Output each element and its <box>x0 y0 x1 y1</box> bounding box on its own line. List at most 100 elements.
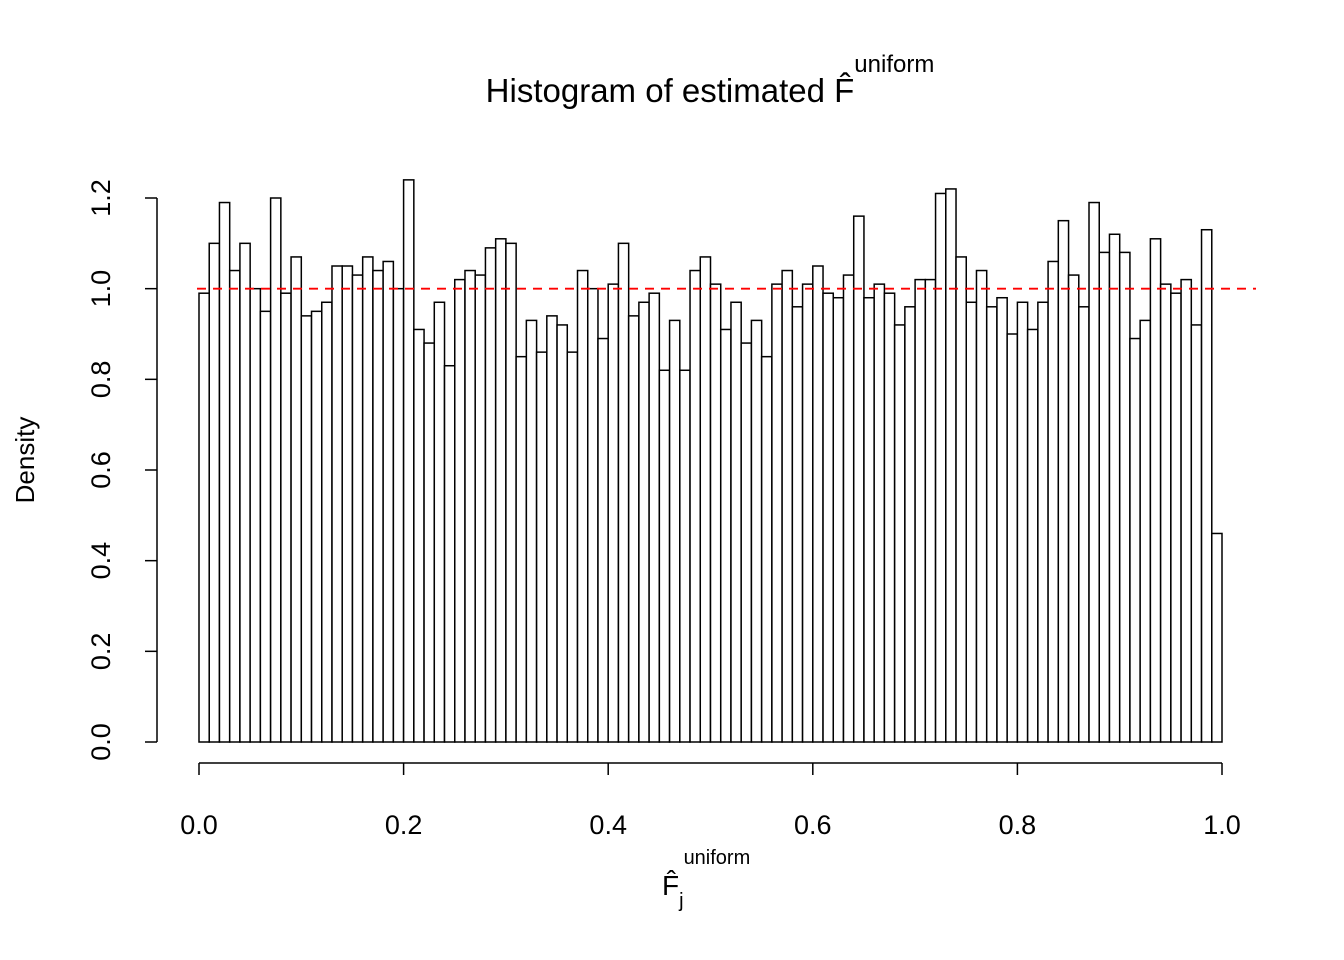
bar <box>546 315 558 743</box>
bar <box>474 274 487 743</box>
bar <box>1149 238 1162 743</box>
bar <box>228 269 241 743</box>
bar <box>638 301 650 743</box>
bar <box>863 296 875 743</box>
bar <box>781 269 794 743</box>
y-tick-label: 1.2 <box>86 179 116 217</box>
bar <box>1170 292 1182 743</box>
bar <box>719 328 732 743</box>
bar <box>249 287 262 743</box>
bar <box>985 306 998 743</box>
bar <box>730 301 742 743</box>
bar <box>382 260 395 743</box>
bar <box>689 269 702 743</box>
bar <box>1078 306 1090 743</box>
bar <box>934 192 947 743</box>
bar <box>392 287 405 743</box>
chart-title: Histogram of estimated F̂uniform <box>486 51 935 109</box>
bar <box>679 369 691 743</box>
bar <box>361 256 374 743</box>
bar <box>914 278 927 743</box>
bar <box>1047 260 1060 743</box>
bar <box>259 310 272 743</box>
bar <box>351 274 364 743</box>
bar <box>658 369 671 743</box>
bar <box>607 283 620 743</box>
bar <box>812 265 824 743</box>
x-label-superscript: uniform <box>684 847 751 869</box>
bar <box>883 292 896 743</box>
bar <box>1088 201 1100 743</box>
x-label-main: F̂ <box>662 870 679 901</box>
bar <box>218 201 231 743</box>
y-tick-label: 1.0 <box>86 270 116 308</box>
bar <box>372 269 384 743</box>
title-main: Histogram of estimated F̂ <box>486 72 855 109</box>
bar <box>627 315 640 743</box>
bar <box>576 269 589 743</box>
bar <box>822 292 835 743</box>
bar <box>239 242 251 743</box>
x-tick-label: 0.0 <box>180 810 218 840</box>
bar <box>1211 532 1223 743</box>
bar <box>975 269 988 743</box>
bar <box>433 301 446 743</box>
bar <box>443 364 456 743</box>
bar <box>597 337 609 743</box>
bar <box>750 319 763 743</box>
y-tick-label: 0.4 <box>86 542 116 580</box>
bar <box>310 310 323 743</box>
bar <box>760 355 773 743</box>
bar <box>740 342 753 743</box>
bar <box>1190 324 1203 743</box>
bar <box>955 256 968 743</box>
bar <box>505 242 517 743</box>
bar <box>535 351 548 743</box>
bar <box>996 296 1008 743</box>
bar <box>280 292 292 743</box>
bar <box>556 324 569 743</box>
bar <box>852 215 865 743</box>
bar <box>648 292 661 743</box>
bar <box>566 351 579 743</box>
bar <box>423 342 436 743</box>
y-tick-label: 0.2 <box>86 633 116 671</box>
title-superscript: uniform <box>854 51 934 78</box>
bar <box>331 265 343 743</box>
x-tick-label: 0.4 <box>589 810 627 840</box>
bar <box>290 256 303 743</box>
bar <box>1016 301 1029 743</box>
bar <box>1118 251 1131 743</box>
bar <box>269 197 282 743</box>
bar <box>965 301 978 743</box>
bar <box>484 247 497 743</box>
bar <box>341 265 354 743</box>
bar <box>454 278 466 743</box>
bar <box>842 274 855 743</box>
bar <box>893 324 906 743</box>
x-tick-label: 1.0 <box>1203 810 1241 840</box>
bar <box>208 242 221 743</box>
bar <box>586 287 599 743</box>
bar <box>525 319 538 743</box>
y-tick-label: 0.8 <box>86 361 116 399</box>
bar <box>668 319 681 743</box>
bar <box>1037 301 1049 743</box>
bar <box>1139 319 1152 743</box>
bar <box>699 256 712 743</box>
bar <box>300 315 313 743</box>
bar <box>873 283 886 743</box>
bar <box>1026 328 1039 743</box>
bar <box>198 292 210 743</box>
bar <box>515 355 528 743</box>
y-tick-label: 0.0 <box>86 723 116 761</box>
x-tick-label: 0.8 <box>999 810 1037 840</box>
bar <box>321 301 333 743</box>
bar <box>945 188 957 743</box>
y-tick-label: 0.6 <box>86 451 116 489</box>
bar <box>709 283 722 743</box>
bar <box>801 283 814 743</box>
bar <box>832 296 845 743</box>
